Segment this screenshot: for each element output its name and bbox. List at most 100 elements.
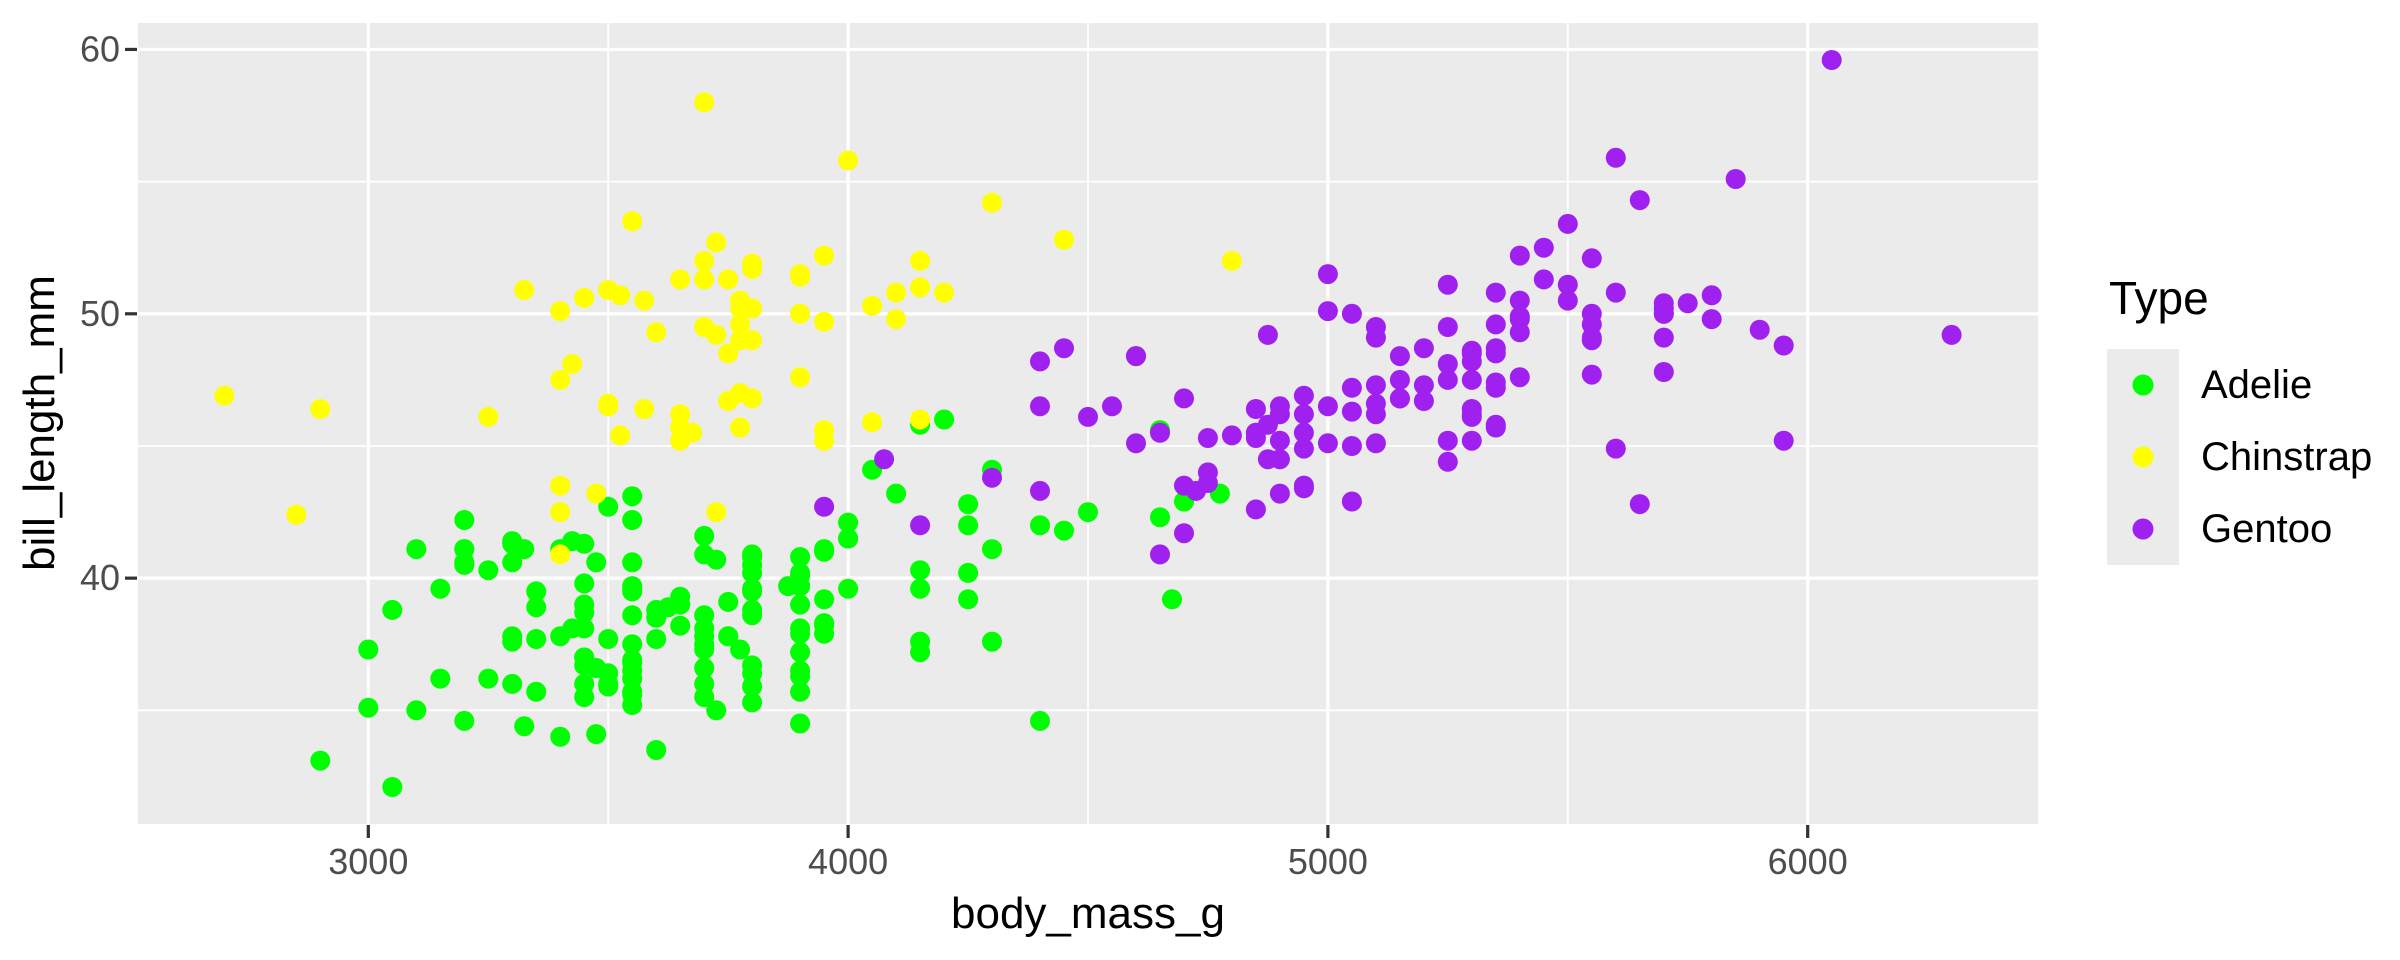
data-point-gentoo [1341, 303, 1362, 324]
data-point-gentoo [1126, 433, 1146, 454]
data-point-adelie [982, 539, 1002, 560]
x-tick-label: 6000 [1768, 841, 1848, 882]
data-point-gentoo [1413, 391, 1434, 411]
data-point-adelie [622, 605, 643, 626]
data-point-adelie [838, 578, 859, 599]
data-point-adelie [838, 528, 859, 549]
data-point-gentoo [1653, 362, 1674, 382]
data-point-gentoo [1341, 436, 1362, 456]
data-point-adelie [1030, 710, 1050, 731]
data-point-gentoo [1437, 369, 1458, 390]
data-point-adelie [958, 494, 979, 515]
data-point-adelie [790, 576, 811, 597]
data-point-chinstrap [1221, 250, 1242, 271]
data-point-gentoo [910, 515, 931, 536]
data-point-gentoo [1257, 324, 1278, 345]
y-tick-label: 50 [80, 293, 120, 334]
data-point-adelie [910, 631, 931, 652]
data-point-adelie [814, 541, 835, 562]
data-point-adelie [1030, 515, 1050, 536]
data-point-gentoo [1293, 475, 1314, 496]
data-point-chinstrap [982, 192, 1002, 213]
data-point-gentoo [1437, 451, 1458, 472]
data-point-gentoo [1437, 317, 1458, 337]
data-point-gentoo [1557, 274, 1578, 295]
data-point-adelie [526, 597, 547, 618]
data-point-adelie [550, 726, 571, 747]
data-point-adelie [586, 724, 607, 745]
legend-item-gentoo: Gentoo [2107, 493, 2372, 565]
legend: Type Adelie Chinstrap Gentoo [2107, 275, 2372, 565]
data-point-gentoo [1317, 301, 1338, 322]
data-point-chinstrap [718, 269, 739, 290]
data-point-gentoo [1389, 388, 1410, 409]
data-point-gentoo [1317, 264, 1338, 285]
data-point-chinstrap [862, 295, 883, 316]
data-point-adelie [574, 673, 595, 694]
legend-label: Gentoo [2201, 506, 2333, 551]
data-point-gentoo [1677, 293, 1698, 314]
data-point-chinstrap [814, 245, 835, 266]
data-point-gentoo [1078, 406, 1098, 427]
data-point-adelie [934, 409, 955, 430]
data-point-adelie [454, 539, 475, 560]
data-point-adelie [886, 483, 907, 504]
legend-key [2107, 421, 2179, 493]
data-point-gentoo [1341, 377, 1362, 398]
data-point-chinstrap [286, 504, 307, 525]
x-tick-label: 5000 [1288, 841, 1368, 882]
data-point-adelie [910, 578, 931, 599]
data-point-chinstrap [934, 282, 955, 303]
data-point-adelie [646, 607, 667, 628]
data-point-gentoo [1054, 338, 1074, 359]
data-point-chinstrap [550, 502, 571, 523]
data-point-chinstrap [670, 269, 691, 290]
data-point-gentoo [1581, 364, 1602, 385]
data-point-gentoo [1126, 346, 1146, 367]
data-point-gentoo [1341, 491, 1362, 512]
data-point-gentoo [1174, 523, 1194, 544]
data-point-chinstrap [550, 301, 571, 322]
data-point-adelie [982, 631, 1002, 652]
data-point-gentoo [1197, 428, 1218, 448]
data-point-adelie [694, 634, 715, 655]
legend-title: Type [2109, 272, 2209, 324]
data-point-adelie [502, 673, 523, 694]
data-point-adelie [586, 552, 607, 573]
data-point-adelie [382, 599, 403, 620]
data-point-adelie [694, 658, 715, 678]
data-point-adelie [1162, 589, 1182, 610]
data-point-gentoo [1701, 309, 1722, 330]
y-tick-label: 60 [80, 28, 120, 69]
x-tick-label: 3000 [328, 841, 408, 882]
data-point-adelie [706, 700, 727, 721]
data-point-chinstrap [550, 369, 571, 390]
data-point-adelie [622, 652, 643, 673]
data-point-chinstrap [730, 298, 751, 319]
data-point-adelie [790, 713, 811, 734]
data-point-chinstrap [742, 388, 763, 409]
data-point-gentoo [1174, 388, 1194, 409]
data-point-adelie [958, 515, 979, 536]
data-point-gentoo [1437, 354, 1458, 374]
data-point-adelie [670, 594, 691, 615]
data-point-gentoo [1533, 237, 1554, 258]
legend-item-adelie: Adelie [2107, 349, 2372, 421]
data-point-chinstrap [574, 287, 595, 308]
data-point-adelie [790, 666, 811, 686]
data-point-adelie [958, 589, 979, 610]
data-point-adelie [514, 539, 535, 560]
data-point-adelie [310, 750, 331, 771]
data-point-gentoo [1485, 377, 1506, 398]
data-point-gentoo [1293, 385, 1314, 406]
legend-key [2107, 349, 2179, 421]
data-point-gentoo [1461, 399, 1482, 419]
data-point-chinstrap [718, 343, 739, 364]
data-point-gentoo [1821, 50, 1842, 70]
data-point-chinstrap [514, 280, 535, 300]
data-point-gentoo [1413, 375, 1434, 396]
data-point-chinstrap [886, 282, 907, 303]
data-point-chinstrap [790, 367, 811, 388]
data-point-adelie [790, 594, 811, 615]
data-point-gentoo [1389, 369, 1410, 390]
